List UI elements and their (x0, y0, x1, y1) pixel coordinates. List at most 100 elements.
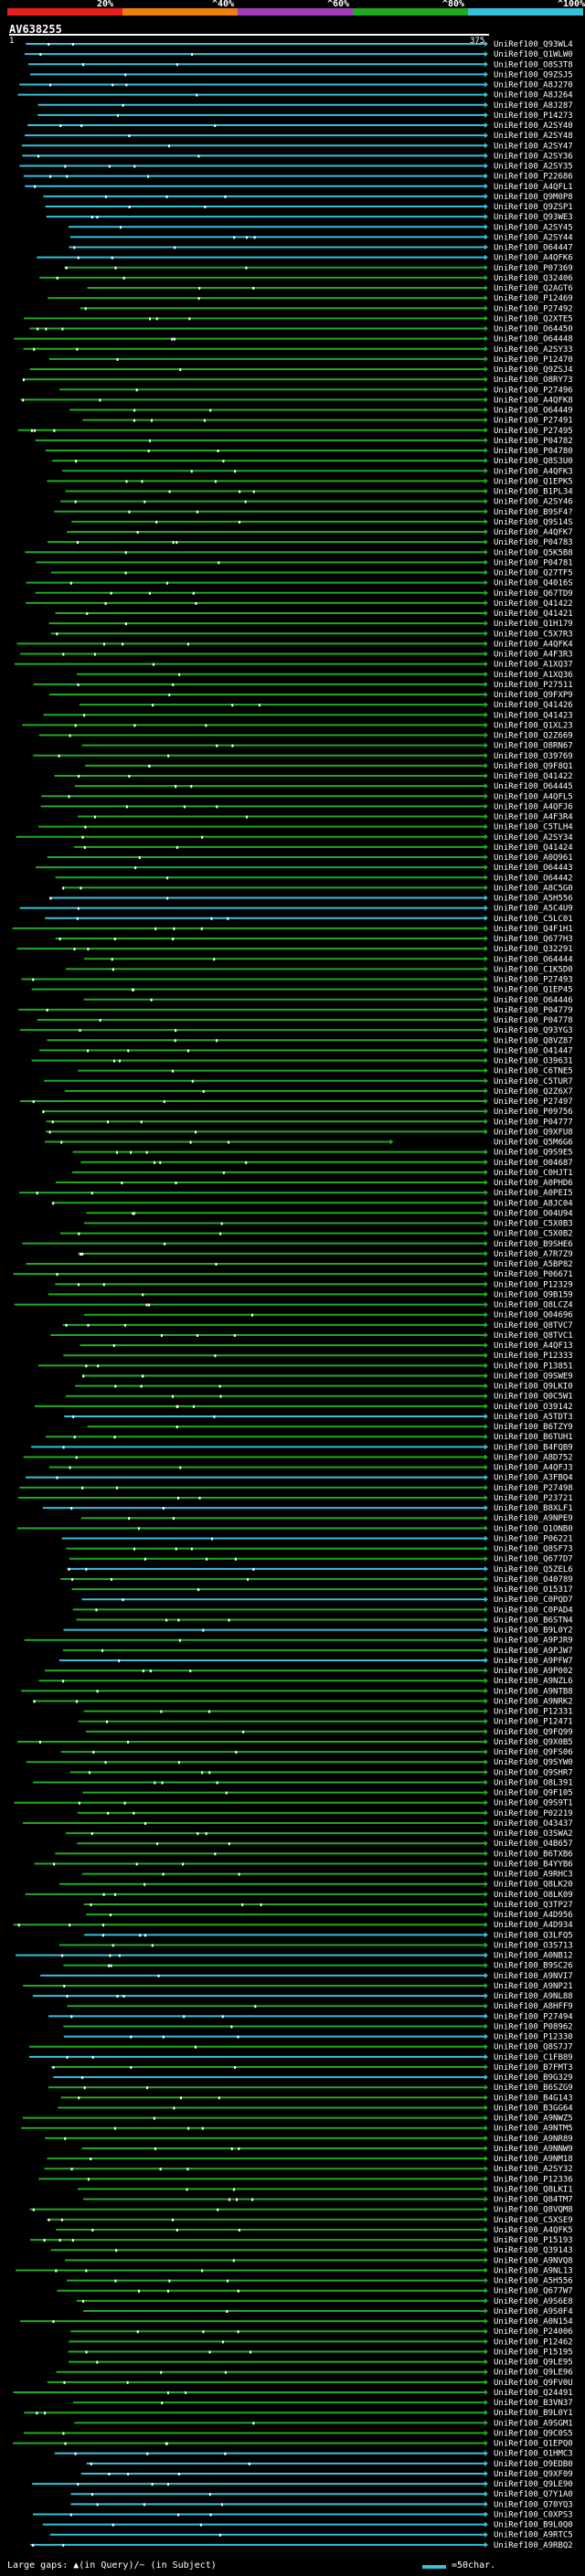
hit-label[interactable]: UniRef100_P23721 (494, 1494, 573, 1503)
hit-label[interactable]: UniRef100_P12333 (494, 1352, 573, 1361)
hit-row[interactable]: UniRef100_O41447 (38, 1046, 573, 1055)
hit-row[interactable]: UniRef100_A4F3R3 (20, 651, 573, 660)
hit-row[interactable]: UniRef100_O40789 (60, 1575, 573, 1585)
hit-row[interactable]: UniRef100_O64447 (69, 244, 573, 253)
hit-label[interactable]: UniRef100_P13851 (494, 1362, 573, 1371)
hit-row[interactable]: UniRef100_A2SY40 (27, 122, 573, 131)
hit-row[interactable]: UniRef100_Q93WL4 (26, 40, 573, 49)
hit-label[interactable]: UniRef100_A5TDT3 (494, 1413, 573, 1422)
hit-row[interactable]: UniRef100_Q4016S (26, 579, 573, 588)
hit-label[interactable]: UniRef100_Q9FV0U (494, 2379, 573, 2388)
hit-row[interactable]: UniRef100_P04782 (35, 437, 573, 446)
hit-row[interactable]: UniRef100_Q9FQ99 (85, 1728, 573, 1737)
hit-label[interactable]: UniRef100_C5TUR7 (494, 1077, 573, 1087)
hit-label[interactable]: UniRef100_A2SY47 (494, 142, 573, 151)
hit-label[interactable]: UniRef100_A4QFK4 (494, 640, 573, 649)
hit-row[interactable]: UniRef100_A9NPE9 (80, 1514, 573, 1523)
hit-row[interactable]: UniRef100_Q8S3U0 (52, 457, 573, 466)
hit-label[interactable]: UniRef100_Q8SF73 (494, 1545, 573, 1554)
hit-row[interactable]: UniRef100_O3S713 (58, 1941, 573, 1950)
hit-label[interactable]: UniRef100_Q9ZSP1 (494, 203, 573, 212)
hit-label[interactable]: UniRef100_Q1EPK5 (494, 477, 573, 486)
hit-row[interactable]: UniRef100_Q677W7 (57, 2287, 573, 2296)
hit-label[interactable]: UniRef100_Q70YQ3 (494, 2500, 573, 2509)
hit-row[interactable]: UniRef100_P23721 (17, 1494, 573, 1503)
hit-label[interactable]: UniRef100_P04777 (494, 1118, 573, 1127)
hit-label[interactable]: UniRef100_Q9C0S5 (494, 2429, 573, 2438)
hit-label[interactable]: UniRef100_P27495 (494, 427, 573, 436)
hit-row[interactable]: UniRef100_O64443 (35, 864, 573, 873)
hit-row[interactable]: UniRef100_O1HMC3 (54, 2450, 573, 2459)
hit-row[interactable]: UniRef100_Q1WLW0 (25, 50, 573, 59)
hit-row[interactable]: UniRef100_A4F3R4 (77, 813, 573, 822)
hit-row[interactable]: UniRef100_B6STN4 (76, 1616, 573, 1625)
hit-label[interactable]: UniRef100_C5TLH4 (494, 823, 573, 832)
hit-label[interactable]: UniRef100_Q1EPQ0 (494, 2440, 573, 2449)
hit-row[interactable]: UniRef100_A4QFK3 (62, 467, 573, 476)
hit-label[interactable]: UniRef100_C5X7R3 (494, 630, 573, 639)
hit-label[interactable]: UniRef100_Q67TD9 (494, 589, 573, 599)
hit-row[interactable]: UniRef100_Q41421 (55, 610, 573, 619)
hit-row[interactable]: UniRef100_A9NVI7 (40, 1972, 573, 1981)
hit-row[interactable]: UniRef100_A4QFK6 (37, 254, 573, 263)
hit-label[interactable]: UniRef100_A4QFK8 (494, 396, 573, 405)
hit-label[interactable]: UniRef100_A9S0F4 (494, 2307, 573, 2316)
hit-label[interactable]: UniRef100_Q3LFQ5 (494, 1931, 573, 1940)
hit-row[interactable]: UniRef100_A8JC04 (51, 1199, 573, 1208)
hit-label[interactable]: UniRef100_O39142 (494, 1403, 573, 1412)
hit-label[interactable]: UniRef100_C0PQD7 (494, 1595, 573, 1605)
hit-label[interactable]: UniRef100_A5BP82 (494, 1260, 573, 1269)
hit-label[interactable]: UniRef100_A4D956 (494, 1911, 573, 1920)
hit-label[interactable]: UniRef100_Q41422 (494, 772, 573, 781)
hit-label[interactable]: UniRef100_A2SY36 (494, 152, 573, 161)
hit-label[interactable]: UniRef100_P06671 (494, 1270, 573, 1279)
hit-label[interactable]: UniRef100_A9NZL6 (494, 1677, 573, 1686)
hit-label[interactable]: UniRef100_A7R7Z9 (494, 1250, 573, 1259)
hit-row[interactable]: UniRef100_A4QFJ6 (40, 802, 573, 811)
hit-label[interactable]: UniRef100_O04687 (494, 1159, 573, 1168)
hit-row[interactable]: UniRef100_A9SGM1 (74, 2419, 573, 2428)
hit-label[interactable]: UniRef100_A4QFK3 (494, 467, 573, 476)
hit-label[interactable]: UniRef100_A2SY45 (494, 223, 573, 232)
hit-label[interactable]: UniRef100_O1HMC3 (494, 2450, 573, 2459)
hit-label[interactable]: UniRef100_A9NTM5 (494, 2125, 573, 2134)
hit-label[interactable]: UniRef100_A9NVQ8 (494, 2256, 573, 2265)
hit-row[interactable]: UniRef100_Q5K5B8 (25, 548, 573, 557)
hit-row[interactable]: UniRef100_B6TUH1 (45, 1433, 573, 1442)
hit-row[interactable]: UniRef100_Q3TP27 (83, 1901, 573, 1910)
hit-row[interactable]: UniRef100_A1XQ36 (76, 671, 573, 680)
hit-row[interactable]: UniRef100_A9NNW9 (81, 2145, 573, 2154)
hit-row[interactable]: UniRef100_Q1EP45 (31, 986, 573, 995)
hit-row[interactable]: UniRef100_Q9FS06 (60, 1748, 573, 1757)
hit-row[interactable]: UniRef100_A9PJW7 (62, 1647, 573, 1656)
hit-row[interactable]: UniRef100_A7R7Z9 (78, 1250, 573, 1259)
hit-label[interactable]: UniRef100_Q9LKI0 (494, 1383, 573, 1392)
hit-row[interactable]: UniRef100_P09756 (42, 1108, 573, 1117)
hit-row[interactable]: UniRef100_P12329 (55, 1280, 573, 1289)
hit-row[interactable]: UniRef100_A5TDT3 (64, 1413, 573, 1422)
hit-label[interactable]: UniRef100_A2SY32 (494, 2165, 573, 2174)
hit-label[interactable]: UniRef100_A9PFW7 (494, 1657, 573, 1666)
hit-row[interactable]: UniRef100_O64442 (55, 874, 573, 883)
hit-label[interactable]: UniRef100_O8RN67 (494, 742, 573, 751)
hit-row[interactable]: UniRef100_Q9XF09 (80, 2470, 573, 2479)
hit-label[interactable]: UniRef100_P15193 (494, 2236, 573, 2245)
hit-row[interactable]: UniRef100_P06671 (13, 1270, 573, 1279)
hit-label[interactable]: UniRef100_A2SY33 (494, 345, 573, 355)
hit-label[interactable]: UniRef100_A9NRK2 (494, 1697, 573, 1706)
hit-label[interactable]: UniRef100_Q8LCZ4 (494, 1301, 573, 1310)
hit-label[interactable]: UniRef100_A9SGM1 (494, 2419, 573, 2428)
hit-label[interactable]: UniRef100_Q5M6G6 (494, 1139, 573, 1148)
hit-label[interactable]: UniRef100_A4QFL1 (494, 183, 573, 192)
hit-label[interactable]: UniRef100_A4QFK6 (494, 254, 573, 263)
hit-row[interactable]: UniRef100_A9NL13 (16, 2266, 573, 2275)
hit-row[interactable]: UniRef100_Q9LKI0 (75, 1383, 573, 1392)
hit-label[interactable]: UniRef100_Q0C5W1 (494, 1393, 573, 1402)
hit-label[interactable]: UniRef100_A9NP21 (494, 1982, 573, 1991)
hit-row[interactable]: UniRef100_A2SY36 (22, 152, 573, 161)
hit-row[interactable]: UniRef100_A8HFF9 (67, 2002, 573, 2011)
hit-label[interactable]: UniRef100_C1K5D0 (494, 965, 573, 974)
hit-row[interactable]: UniRef100_P12470 (48, 355, 573, 365)
hit-label[interactable]: UniRef100_A4QFJ6 (494, 802, 573, 811)
hit-label[interactable]: UniRef100_A9PJR9 (494, 1637, 573, 1646)
